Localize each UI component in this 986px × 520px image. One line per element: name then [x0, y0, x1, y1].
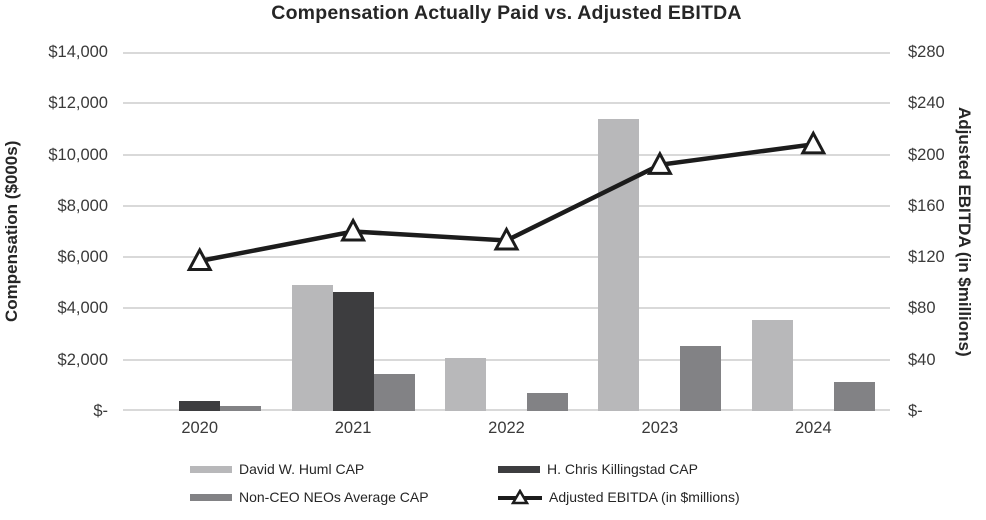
x-axis-label-2022: 2022: [488, 419, 525, 437]
right-axis-tick: $120: [908, 248, 945, 267]
left-axis-tick: $10,000: [48, 145, 108, 164]
gridline: [123, 102, 890, 105]
right-axis-tick: $200: [908, 145, 945, 164]
bar-david-w-huml-cap-2023: [598, 118, 640, 411]
gridline: [123, 307, 890, 310]
legend-swatch: [498, 465, 540, 473]
x-axis-label-2020: 2020: [181, 419, 219, 437]
triangle-marker-2023: [646, 150, 673, 175]
gridline: [123, 204, 890, 207]
right-axis-tick: $280: [908, 43, 945, 61]
legend-item-adjusted-ebitda-in-millions-: Adjusted EBITDA (in $millions): [498, 489, 740, 505]
gridline: [123, 409, 890, 411]
bar-h-chris-killingstad-cap-2021: [332, 291, 374, 411]
bar-david-w-huml-cap-2022: [445, 358, 486, 411]
triangle-marker-2021: [340, 217, 367, 242]
bar-david-w-huml-cap-2024: [751, 319, 793, 411]
left-axis-tick: $12,000: [48, 94, 108, 113]
bar-non-ceo-neos-average-cap-2020: [220, 405, 262, 411]
gridline: [123, 358, 890, 361]
left-axis-tick: $14,000: [48, 43, 108, 61]
left-axis-tick: $2,000: [57, 350, 108, 369]
right-axis-title: Adjusted EBITDA (in $millions): [955, 107, 974, 357]
legend-label: David W. Huml CAP: [239, 461, 365, 477]
bar-non-ceo-neos-average-cap-2022: [527, 393, 568, 411]
legend-label: Adjusted EBITDA (in $millions): [549, 489, 740, 505]
chart-title: Compensation Actually Paid vs. Adjusted …: [271, 2, 742, 24]
x-axis-label-2021: 2021: [334, 419, 372, 437]
left-axis-tick: $8,000: [57, 196, 108, 215]
triangle-marker-2020: [186, 246, 213, 271]
bar-non-ceo-neos-average-cap-2023: [680, 345, 722, 411]
right-axis-tick: $80: [908, 299, 936, 318]
gridline: [123, 256, 890, 259]
legend-line-marker-sample: [498, 489, 542, 505]
left-axis-tick: $6,000: [57, 248, 108, 267]
legend-swatch: [190, 465, 232, 473]
x-axis-label-2024: 2024: [794, 419, 832, 437]
right-axis-tick: $240: [908, 94, 945, 113]
x-axis-label-2023: 2023: [641, 419, 679, 437]
gridline: [123, 52, 890, 54]
right-axis-tick: $40: [908, 350, 936, 369]
legend-item-non-ceo-neos-average-cap: Non-CEO NEOs Average CAP: [190, 489, 498, 505]
ebitda-line-layer: [186, 130, 827, 271]
legend-label: Non-CEO NEOs Average CAP: [239, 489, 429, 505]
left-axis-tick: $4,000: [57, 299, 108, 318]
triangle-marker-2022: [493, 226, 520, 251]
right-axis-tick: $-: [908, 402, 923, 420]
legend-swatch: [190, 493, 232, 501]
bar-h-chris-killingstad-cap-2020: [179, 400, 221, 411]
gridline: [123, 153, 890, 156]
left-axis-tick: $-: [93, 402, 108, 420]
legend-item-david-w-huml-cap: David W. Huml CAP: [190, 461, 498, 477]
bar-david-w-huml-cap-2021: [291, 285, 333, 411]
bar-non-ceo-neos-average-cap-2024: [833, 381, 875, 411]
right-axis-tick: $160: [908, 196, 945, 215]
legend-item-h-chris-killingstad-cap: H. Chris Killingstad CAP: [498, 461, 740, 477]
legend: David W. Huml CAP H. Chris Killingstad CA…: [190, 461, 740, 505]
plot-area: [123, 52, 890, 411]
triangle-marker-2024: [800, 130, 827, 155]
bar-non-ceo-neos-average-cap-2021: [373, 373, 415, 411]
legend-label: H. Chris Killingstad CAP: [547, 461, 698, 477]
